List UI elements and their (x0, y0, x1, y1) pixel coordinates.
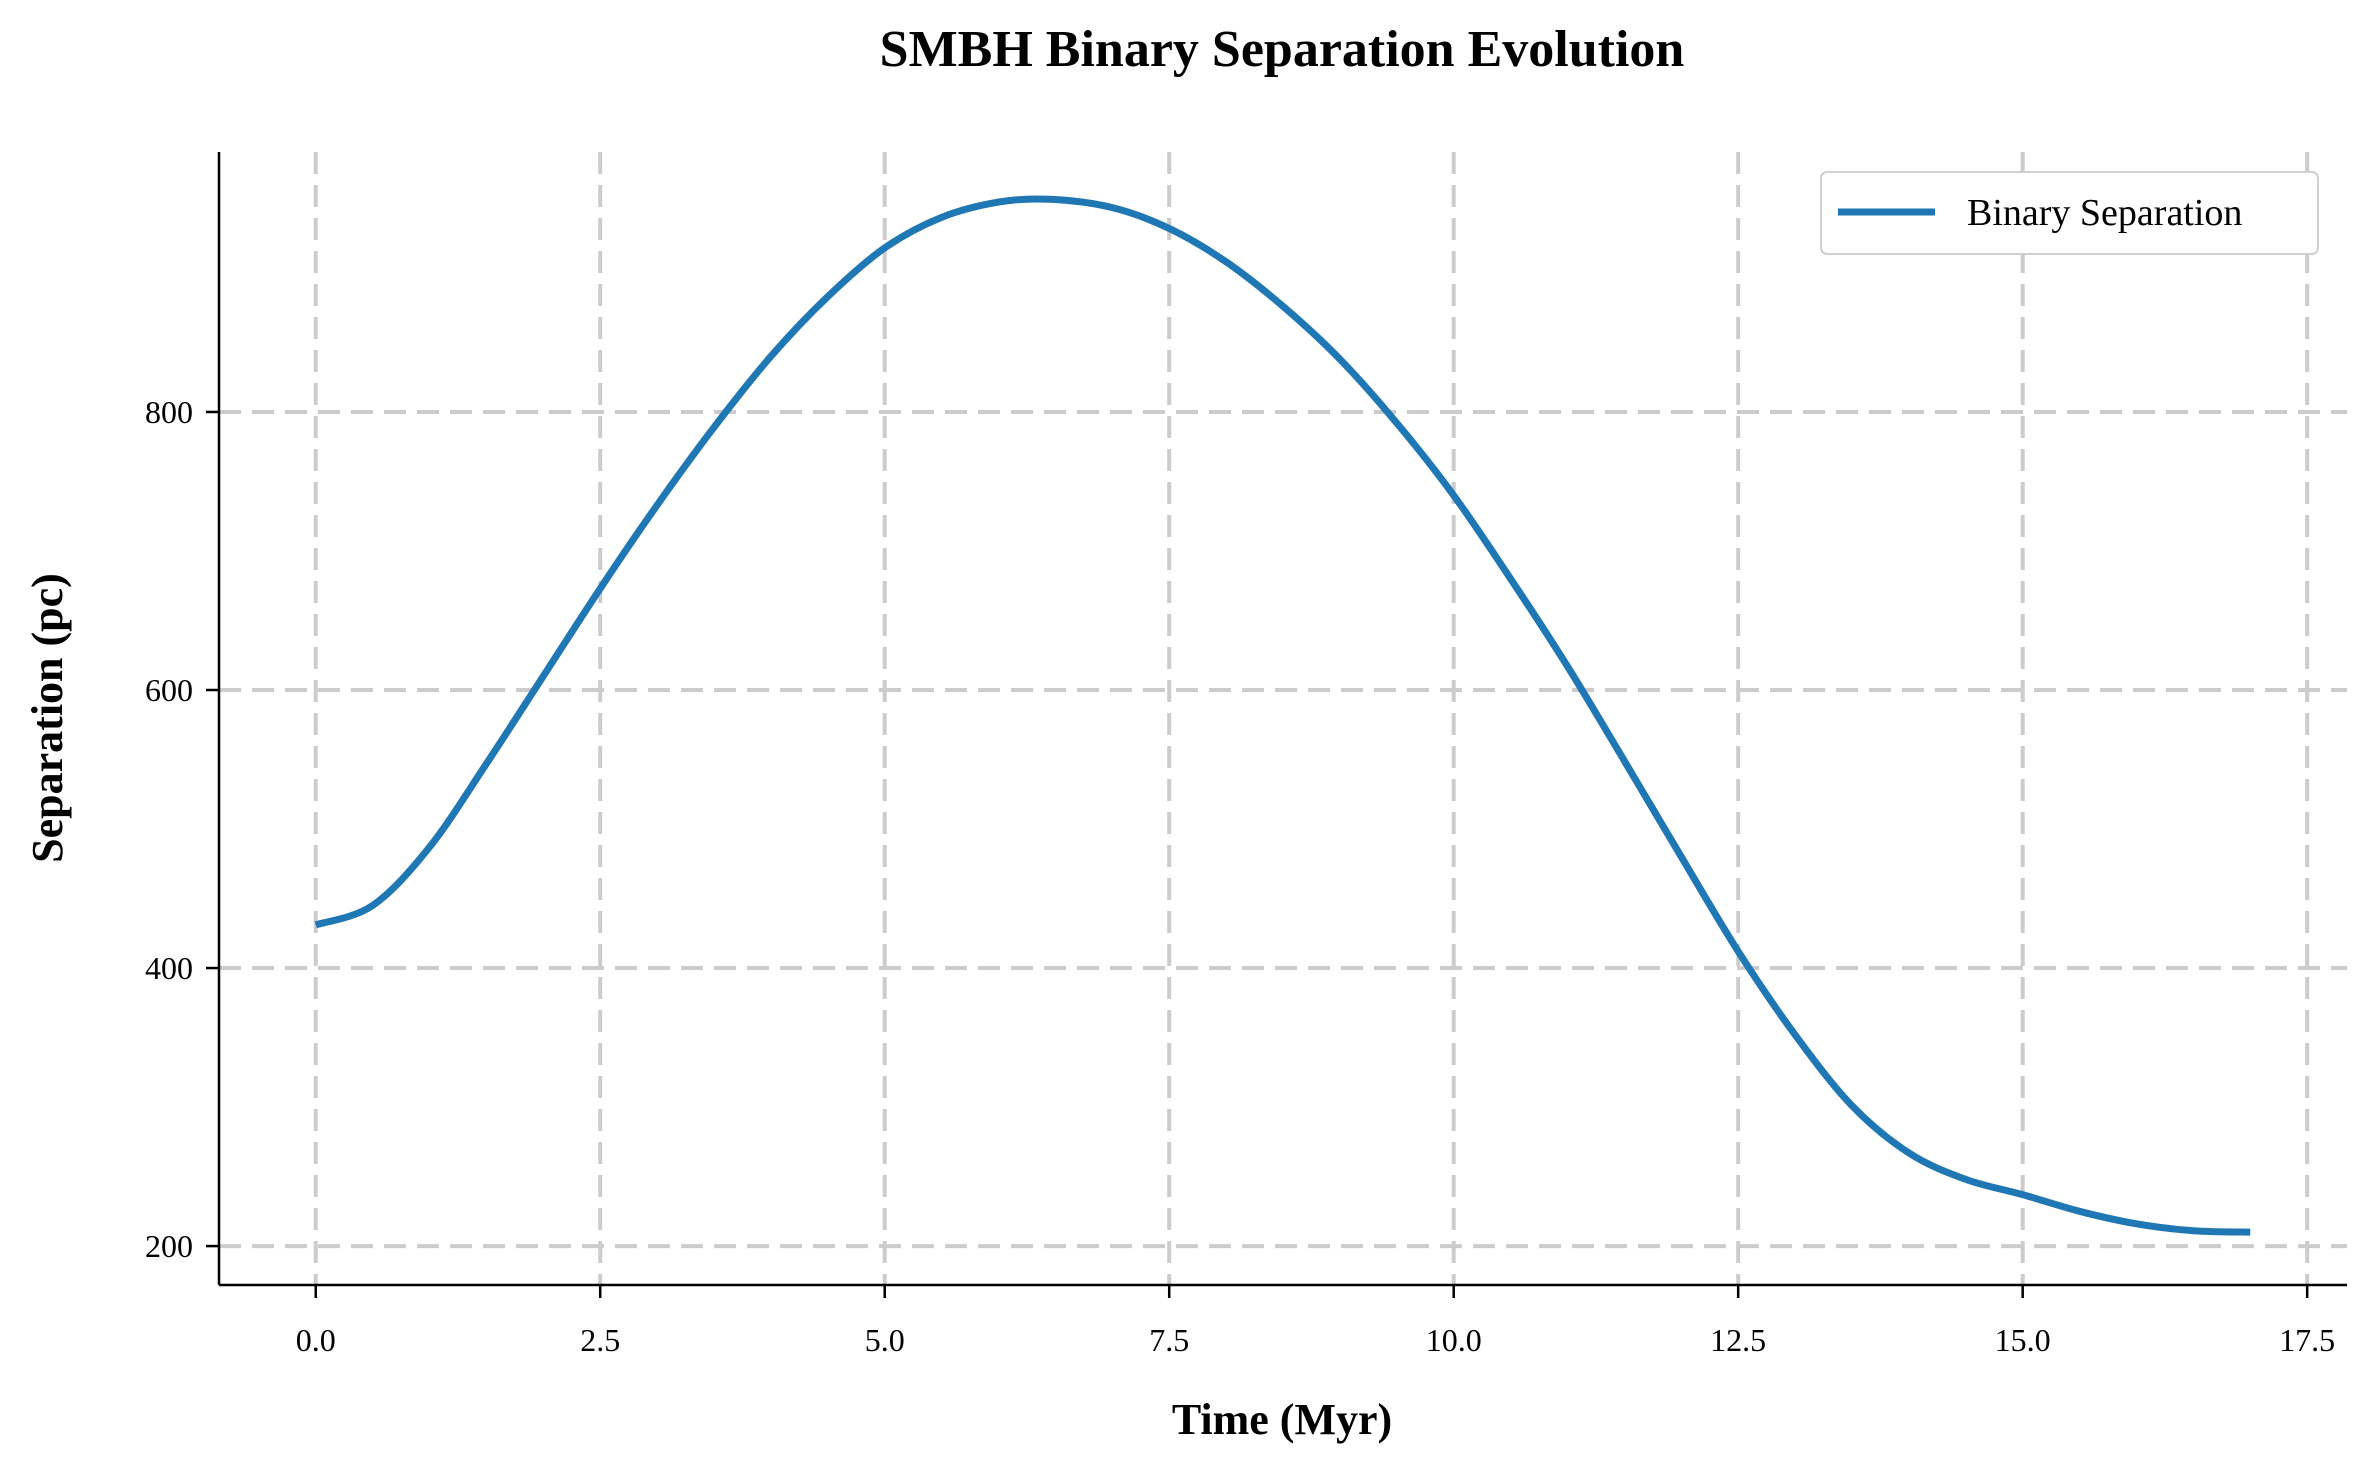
x-tick-label: 12.5 (1710, 1322, 1766, 1358)
x-tick-label: 2.5 (580, 1322, 620, 1358)
y-axis-title: Separation (pc) (23, 573, 72, 863)
legend-label-binary-separation: Binary Separation (1967, 192, 2242, 234)
series-line-binary-separation (314, 195, 2251, 1236)
x-tick-label: 15.0 (1995, 1322, 2051, 1358)
x-tick-label: 0.0 (296, 1322, 336, 1358)
legend-box (1820, 171, 2319, 255)
x-axis-ticks: 0.0 2.5 5.0 7.5 10.0 12.5 15.0 17.5 (296, 1285, 2335, 1358)
y-tick-label: 600 (145, 672, 193, 708)
chart-title: SMBH Binary Separation Evolution (880, 21, 1685, 78)
grid-lines (219, 152, 2347, 1285)
y-tick-label: 200 (145, 1228, 193, 1264)
y-tick-label: 400 (145, 950, 193, 986)
x-tick-label: 7.5 (1149, 1322, 1189, 1358)
series-layer (314, 195, 2251, 1236)
y-tick-label: 800 (145, 394, 193, 430)
y-axis-ticks: 200 400 600 800 (145, 394, 219, 1264)
legend: Binary Separation (1820, 171, 2319, 255)
x-tick-label: 5.0 (865, 1322, 905, 1358)
x-axis-title: Time (Myr) (1172, 1395, 1392, 1444)
x-tick-label: 17.5 (2279, 1322, 2335, 1358)
x-tick-label: 10.0 (1426, 1322, 1482, 1358)
